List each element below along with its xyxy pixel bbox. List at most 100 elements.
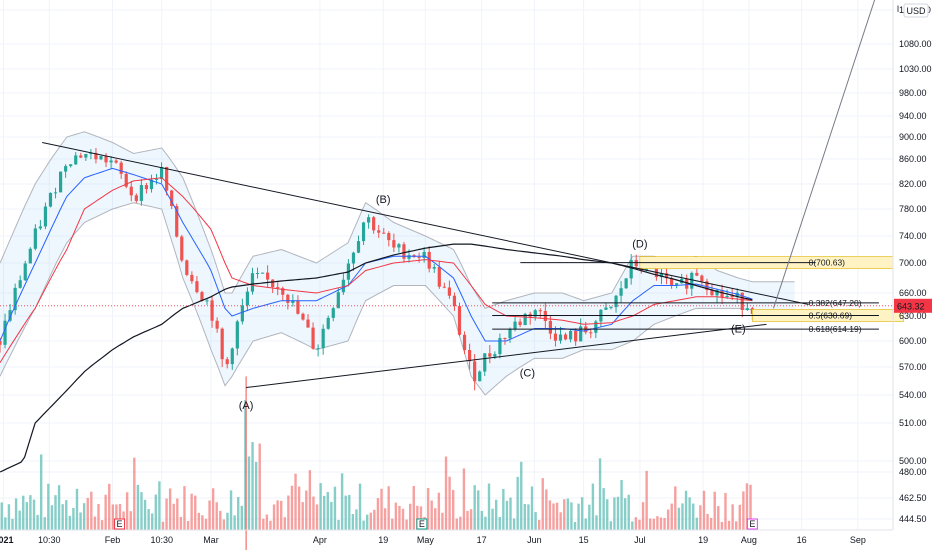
volume-bar [61,504,64,530]
candle-body [614,295,618,308]
candle-body [568,330,573,340]
volume-bar [455,518,458,530]
candle-body [457,306,462,335]
volume-bar [720,521,724,530]
y-tick-label: 1080.00 [899,39,932,49]
volume-bar [473,485,476,530]
candle-body [558,334,563,341]
candle-body [533,310,537,317]
volume-bar [0,502,3,530]
y-tick-label: 860.00 [899,154,927,164]
candle-body [589,332,593,334]
volume-bar [717,506,720,530]
candle-body [654,265,659,278]
y-tick-label: 500.00 [899,456,927,466]
volume-bar [695,517,699,530]
volume-bar [39,454,43,530]
volume-bar [462,468,466,530]
volume-bar [613,497,616,530]
volume-bar [588,504,591,530]
volume-bar [244,400,247,530]
volume-bar [512,518,516,530]
trendline [246,323,767,389]
volume-bar [469,509,473,530]
log-toggle[interactable]: l [897,4,899,14]
candle-body [382,232,386,234]
volume-bar [487,483,491,530]
volume-bar [548,500,552,530]
candle-body [276,287,280,289]
volume-bar [666,509,670,530]
volume-bar [620,480,623,530]
last-price: 643.32 [0,298,932,313]
x-axis[interactable]: 2021 10:30 Feb 10:30 Mar Apr 19 May 17 Jun 15 Jul 19… [0,535,866,545]
y-tick-label: 600.00 [899,336,927,346]
fib-label: 0.5(630.69) [809,310,853,320]
volume-bar [408,503,412,530]
y-tick-label: 630.00 [899,311,927,321]
candle-body [8,310,12,321]
candle-body [149,179,154,190]
volume-bar [570,502,573,530]
volume-bar [365,514,369,530]
candle-body [255,272,260,274]
candle-body [104,155,108,163]
candle-body [84,153,88,158]
y-axis[interactable]: 1100.001080.001030.00980.00940.00900.008… [899,5,932,524]
candle-body [710,290,714,296]
volume-bar [323,495,326,530]
volume-bar [387,486,390,530]
volume-bar [434,508,437,530]
volume-bar [405,519,408,530]
volume-bar [688,497,691,530]
volume-bar [11,518,14,530]
volume-bar [376,498,380,530]
volume-bar [79,512,82,530]
volume-bar [684,490,688,530]
candle-body [240,305,244,322]
volume-bar [509,497,512,530]
volume-bar [552,503,555,530]
candle-body [250,273,255,292]
volume-bar [706,513,709,530]
trendline [42,142,809,305]
volume-bar [484,516,487,530]
volume-bar [699,505,702,530]
candle-body [291,300,295,303]
candle-body [48,192,53,207]
volume-bar [125,492,129,530]
candle-body [730,295,734,297]
candle-body [230,348,234,365]
y-tick-label: 462.50 [899,493,927,503]
volume-bar [545,489,548,530]
volume-bar [265,514,269,530]
volume-bar [54,495,57,530]
candle-body [3,320,7,345]
y-tick-label: 660.00 [899,288,927,298]
volume-bar [154,494,158,530]
x-tick-label: 17 [477,535,487,545]
y-tick-label: 510.00 [899,418,927,428]
candle-body [205,300,209,302]
candle-body [74,155,78,165]
candle-body [473,361,477,382]
x-tick-label: Jun [527,535,542,545]
candle-body [407,255,411,259]
candle-body [356,241,361,253]
volume-bar [692,503,695,530]
currency-selector[interactable]: USD [903,3,929,18]
candle-body [685,278,689,289]
candle-body [468,350,472,362]
volume-bar [290,485,294,530]
volume-bar [36,514,39,530]
volume-bar [312,496,315,530]
x-tick-label: Mar [203,535,219,545]
wave-label: (D) [632,238,647,250]
volume-bar [97,503,100,530]
y-tick-label: 1030.00 [899,64,932,74]
candle-body [669,278,674,285]
candle-body [422,251,426,258]
candle-body [175,206,179,237]
candle-body [675,283,679,285]
